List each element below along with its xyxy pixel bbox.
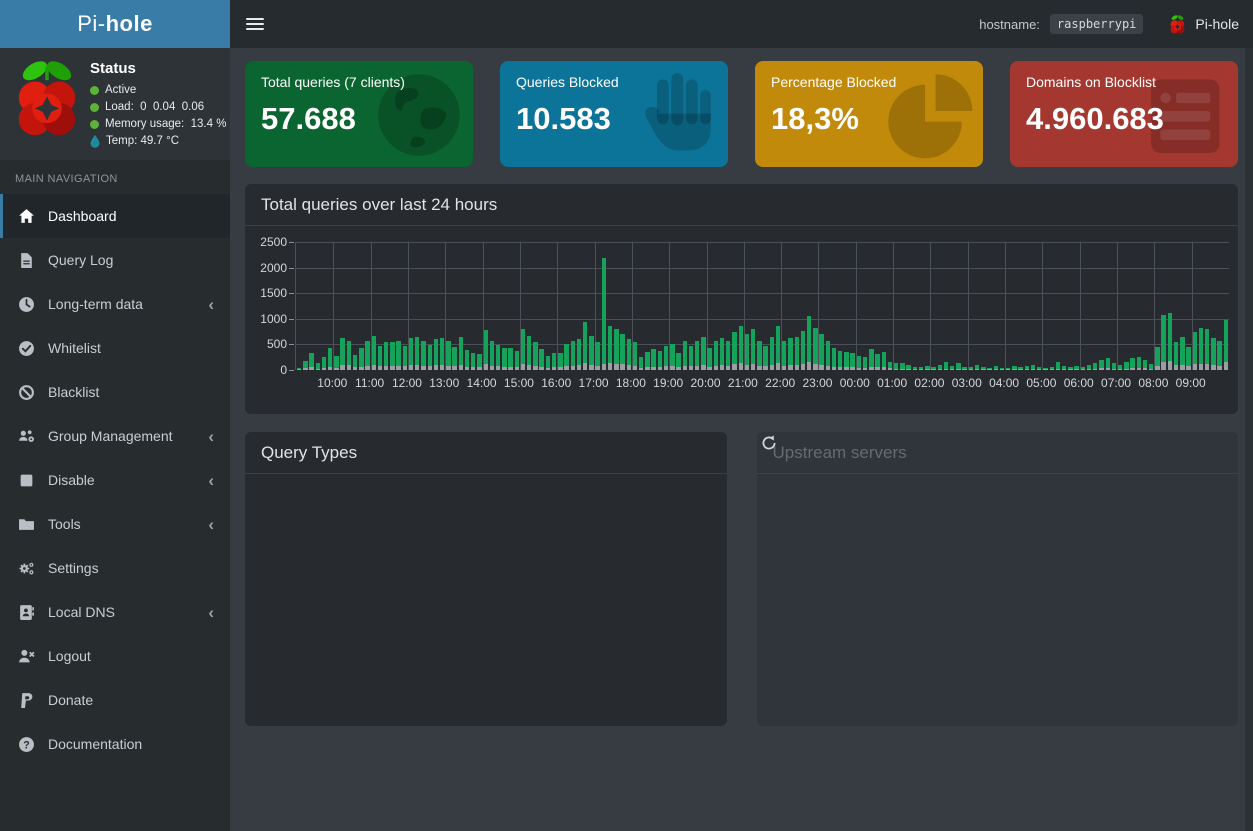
sidebar-item-group-management[interactable]: Group Management ‹ <box>0 414 230 458</box>
home-icon <box>18 208 35 225</box>
summary-cards: Total queries (7 clients) 57.688 Queries… <box>245 61 1238 167</box>
status-title: Status <box>90 60 226 77</box>
chevron-left-icon: ‹ <box>208 296 214 313</box>
paypal-icon <box>18 692 35 709</box>
upstream-servers-title: Upstream servers <box>773 443 907 462</box>
chevron-left-icon: ‹ <box>208 516 214 533</box>
temperature-flame-icon <box>90 135 100 148</box>
card-queries-blocked: Queries Blocked 10.583 <box>500 61 728 167</box>
sidebar-item-local-dns[interactable]: Local DNS ‹ <box>0 590 230 634</box>
status-green-dot-icon <box>90 103 99 112</box>
status-temp-row: Temp: 49.7 °C <box>90 133 226 150</box>
sidebar: Pi-hole Status Active <box>0 0 230 831</box>
sidebar-item-tools[interactable]: Tools ‹ <box>0 502 230 546</box>
sidebar-nav: Dashboard Query Log Long-term data ‹ Whi… <box>0 194 230 766</box>
stop-icon <box>18 472 35 489</box>
sidebar-item-disable[interactable]: Disable ‹ <box>0 458 230 502</box>
status-green-dot-icon <box>90 86 99 95</box>
hostname-badge: raspberrypi <box>1050 14 1143 34</box>
card-percentage-blocked: Percentage Blocked 18,3% <box>755 61 983 167</box>
sidebar-item-query-log[interactable]: Query Log <box>0 238 230 282</box>
total-queries-panel-header: Total queries over last 24 hours <box>245 184 1238 226</box>
sidebar-item-whitelist[interactable]: Whitelist <box>0 326 230 370</box>
bottom-panels: Query Types Upstream servers <box>245 432 1238 726</box>
sidebar-item-logout[interactable]: Logout <box>0 634 230 678</box>
status-load-row: Load: 0 0.04 0.06 <box>90 99 226 116</box>
nav-section-label: MAIN NAVIGATION <box>0 160 230 194</box>
brand-hole: hole <box>106 11 153 36</box>
raspberry-mini-icon <box>1167 14 1188 35</box>
total-queries-panel: Total queries over last 24 hours 0500100… <box>245 184 1238 414</box>
folder-icon <box>18 516 35 533</box>
hostname-label: hostname: <box>979 17 1040 32</box>
queries-chart[interactable]: 0500100015002000250010:0011:0012:0013:00… <box>245 226 1238 414</box>
chart-plot-area[interactable] <box>295 242 1229 370</box>
status-active-row: Active <box>90 82 226 99</box>
navbar-brand[interactable]: Pi-hole <box>1167 14 1239 35</box>
status-box: Status Active Load: 0 0.04 0.06 Memory u… <box>0 48 230 160</box>
refresh-spinner-icon <box>761 435 777 451</box>
hamburger-menu-icon[interactable] <box>246 15 264 33</box>
card-domains-blocklist: Domains on Blocklist 4.960.683 <box>1010 61 1238 167</box>
address-book-icon <box>18 604 35 621</box>
top-navbar: hostname: raspberrypi Pi-hole <box>230 0 1253 48</box>
check-circle-icon <box>18 340 35 357</box>
user-times-icon <box>18 648 35 665</box>
sidebar-item-dashboard[interactable]: Dashboard <box>0 194 230 238</box>
sidebar-item-settings[interactable]: Settings <box>0 546 230 590</box>
upstream-servers-panel: Upstream servers <box>757 432 1239 726</box>
file-icon <box>18 252 35 269</box>
gears-icon <box>18 560 35 577</box>
query-types-title: Query Types <box>261 443 357 462</box>
scrollbar-track[interactable] <box>1245 48 1253 831</box>
status-green-dot-icon <box>90 120 99 129</box>
brand-pi: Pi- <box>77 11 105 36</box>
chevron-left-icon: ‹ <box>208 472 214 489</box>
navbar-brand-label: Pi-hole <box>1195 16 1239 32</box>
ban-icon <box>18 384 35 401</box>
clock-icon <box>18 296 35 313</box>
chevron-left-icon: ‹ <box>208 428 214 445</box>
raspberry-logo-icon <box>4 56 90 142</box>
app-logo-header[interactable]: Pi-hole <box>0 0 230 48</box>
chart-title: Total queries over last 24 hours <box>261 195 497 214</box>
card-total-queries: Total queries (7 clients) 57.688 <box>245 61 473 167</box>
status-memory-row: Memory usage: 13.4 % <box>90 116 226 133</box>
sidebar-item-long-term-data[interactable]: Long-term data ‹ <box>0 282 230 326</box>
users-gear-icon <box>18 428 35 445</box>
sidebar-item-donate[interactable]: Donate <box>0 678 230 722</box>
sidebar-item-blacklist[interactable]: Blacklist <box>0 370 230 414</box>
query-types-panel: Query Types <box>245 432 727 726</box>
svg-text:?: ? <box>23 739 29 751</box>
question-circle-icon: ? <box>18 736 35 753</box>
chevron-left-icon: ‹ <box>208 604 214 621</box>
sidebar-item-documentation[interactable]: ? Documentation <box>0 722 230 766</box>
main-content: Total queries (7 clients) 57.688 Queries… <box>230 48 1253 831</box>
